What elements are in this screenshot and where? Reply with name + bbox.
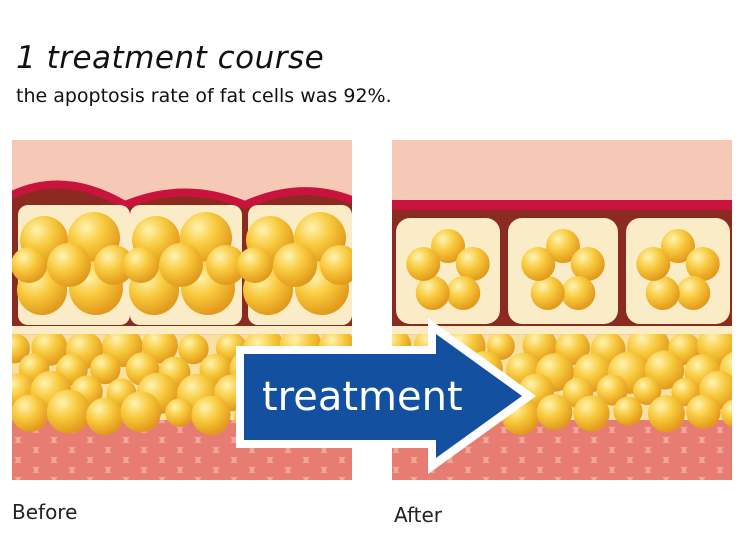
enlarged-fat-cell <box>237 247 273 283</box>
subheadline: the apoptosis rate of fat cells was 92%. <box>16 85 392 107</box>
reduced-fat-cell <box>561 276 596 311</box>
after-panel <box>392 140 732 480</box>
subcutaneous-fat-cell <box>522 328 557 363</box>
subcutaneous-fat-cell <box>12 333 30 364</box>
subcutaneous-fat-cell <box>86 397 124 435</box>
reduced-fat-cell <box>530 276 565 311</box>
subcutaneous-fat-cell <box>486 331 515 360</box>
subcutaneous-fat-cell <box>165 398 194 427</box>
reduced-fat-cell <box>415 276 450 311</box>
enlarged-fat-cell <box>94 245 134 285</box>
reduced-fat-cell <box>446 276 481 311</box>
subcutaneous-fat-cell <box>596 374 628 406</box>
treatment-arrow <box>236 318 536 474</box>
subcutaneous-fat-cell <box>573 395 610 432</box>
subcutaneous-fat-cell <box>191 395 231 435</box>
subcutaneous-fat-cell <box>721 399 732 428</box>
reduced-fat-cell <box>645 276 680 311</box>
subcutaneous-fat-cell <box>178 333 209 365</box>
subcutaneous-fat-cell <box>648 395 685 433</box>
after-label: After <box>394 503 443 527</box>
subcutaneous-fat-cell <box>613 396 643 426</box>
reduced-fat-cell <box>685 246 720 281</box>
enlarged-fat-cell <box>47 243 91 287</box>
reduced-fat-cell <box>570 246 605 281</box>
headline: 1 treatment course <box>16 40 325 76</box>
subcutaneous-fat-cell <box>90 353 121 385</box>
before-label: Before <box>12 500 78 524</box>
subcutaneous-fat-cell <box>632 376 662 406</box>
subcutaneous-fat-cell <box>141 327 178 364</box>
reduced-fat-cell <box>676 276 711 311</box>
reduced-fat-cell <box>661 229 695 263</box>
reduced-fat-cell <box>521 246 556 281</box>
reduced-fat-cell <box>546 229 580 263</box>
reduced-fat-cell <box>431 229 465 263</box>
enlarged-fat-cell <box>12 247 47 283</box>
reduced-fat-cell <box>636 246 671 281</box>
subcutaneous-fat-cell <box>46 389 91 434</box>
enlarged-fat-cell <box>273 243 317 287</box>
subcutaneous-fat-cell <box>12 394 49 432</box>
subcutaneous-fat-cell <box>686 394 721 429</box>
enlarged-fat-cell <box>206 245 246 285</box>
subcutaneous-fat-cell <box>120 391 162 433</box>
reduced-fat-cell <box>455 246 490 281</box>
enlarged-fat-cell <box>123 247 159 283</box>
reduced-fat-cell <box>406 246 441 281</box>
enlarged-fat-cell <box>320 245 352 285</box>
arrow-label: treatment <box>262 374 463 420</box>
subcutaneous-fat-cell <box>536 394 573 430</box>
enlarged-fat-cell <box>159 243 203 287</box>
